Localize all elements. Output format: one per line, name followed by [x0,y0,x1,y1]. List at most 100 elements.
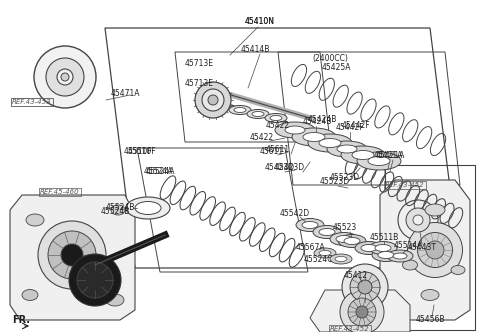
Ellipse shape [202,89,224,111]
Ellipse shape [341,146,385,164]
Text: 45523D: 45523D [330,174,360,183]
Text: 45410N: 45410N [245,18,275,27]
Ellipse shape [356,306,368,318]
Text: REF.43-452: REF.43-452 [385,182,425,188]
Ellipse shape [22,290,38,300]
Text: 45443T: 45443T [408,243,436,253]
Ellipse shape [338,234,366,247]
Ellipse shape [292,128,336,146]
Text: 45523D: 45523D [320,178,350,187]
Ellipse shape [425,204,445,216]
Ellipse shape [319,251,331,256]
Ellipse shape [48,231,96,279]
Ellipse shape [26,214,44,226]
Ellipse shape [335,257,347,262]
Text: 45414B: 45414B [240,44,270,53]
Polygon shape [310,290,410,332]
Ellipse shape [285,126,305,134]
Text: 45567A: 45567A [295,243,325,253]
Text: 45524B: 45524B [100,208,130,216]
Ellipse shape [314,248,336,258]
Text: 45611: 45611 [266,145,290,154]
Ellipse shape [296,218,324,231]
Ellipse shape [378,252,394,259]
Text: 45524B: 45524B [105,204,135,212]
Text: 45524C: 45524C [303,256,333,265]
Ellipse shape [252,112,264,117]
Ellipse shape [350,272,380,302]
Ellipse shape [451,266,465,275]
Ellipse shape [327,141,367,157]
Ellipse shape [77,262,113,298]
Ellipse shape [135,202,161,214]
Text: 45410N: 45410N [245,18,275,27]
Ellipse shape [361,244,377,252]
Ellipse shape [358,280,372,294]
Ellipse shape [247,110,269,119]
Ellipse shape [355,241,383,255]
Ellipse shape [393,253,407,259]
Text: 45423D: 45423D [275,163,305,173]
Text: 45511B: 45511B [370,232,398,241]
Ellipse shape [106,294,124,306]
Text: FR.: FR. [12,315,30,325]
Ellipse shape [348,298,376,326]
Text: 45442F: 45442F [336,124,364,132]
Text: (2400CC): (2400CC) [312,53,348,62]
Text: REF.45-460: REF.45-460 [40,189,80,195]
Ellipse shape [330,232,358,245]
Text: 45442F: 45442F [342,121,370,129]
Ellipse shape [375,244,391,252]
Polygon shape [10,195,135,320]
Ellipse shape [46,58,84,96]
Ellipse shape [57,69,73,85]
Text: REF.43-452: REF.43-452 [330,326,370,332]
Ellipse shape [369,241,397,255]
Ellipse shape [111,205,125,215]
Ellipse shape [313,225,341,238]
Ellipse shape [342,264,388,310]
Text: 45424B: 45424B [302,118,332,126]
Ellipse shape [337,145,357,153]
Text: 45425A: 45425A [321,63,351,72]
Ellipse shape [426,241,444,259]
Ellipse shape [265,114,287,123]
Ellipse shape [413,215,423,225]
Ellipse shape [408,222,463,278]
Text: 45422: 45422 [250,133,274,142]
Ellipse shape [352,150,374,159]
Text: 45422: 45422 [266,121,290,129]
Text: 45424B: 45424B [307,116,336,124]
Text: 45523: 45523 [333,223,357,232]
Text: 45456B: 45456B [415,315,445,324]
Text: 45421A: 45421A [373,150,403,159]
Text: 45514A: 45514A [393,240,423,250]
Ellipse shape [368,156,390,165]
Text: 45412: 45412 [344,271,368,280]
Ellipse shape [319,228,335,235]
Ellipse shape [61,244,83,266]
Ellipse shape [234,108,246,113]
Ellipse shape [308,134,352,152]
Text: 45510F: 45510F [128,147,156,156]
Ellipse shape [406,208,430,232]
Ellipse shape [357,152,401,170]
Ellipse shape [208,95,218,105]
Text: 45542D: 45542D [280,208,310,217]
Ellipse shape [69,254,121,306]
Text: 45510F: 45510F [124,147,152,156]
Ellipse shape [34,46,96,108]
Ellipse shape [398,200,438,240]
Ellipse shape [418,232,453,268]
Ellipse shape [421,290,439,300]
Text: 45524A: 45524A [145,168,175,177]
Ellipse shape [336,235,352,242]
Ellipse shape [372,248,400,262]
Ellipse shape [61,73,69,81]
Text: 45423D: 45423D [265,163,295,173]
Text: 45471A: 45471A [110,89,140,98]
Ellipse shape [38,221,106,289]
Text: 45421A: 45421A [375,150,405,159]
Text: REF.43-453: REF.43-453 [12,99,52,105]
Ellipse shape [387,250,413,262]
